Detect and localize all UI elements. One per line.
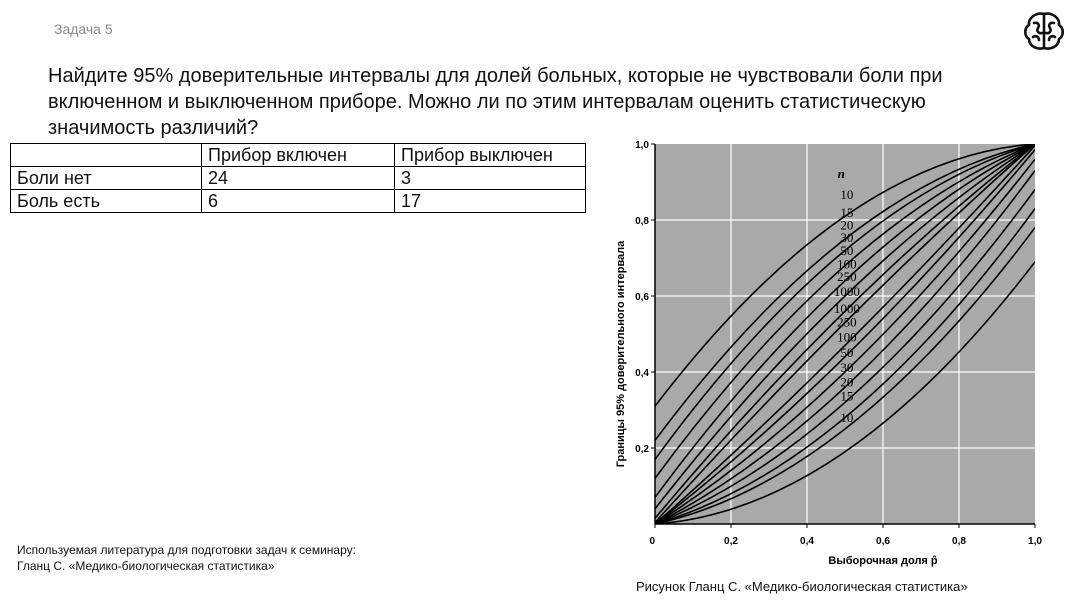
curve-label-upper: 100: [837, 257, 857, 272]
upper-bound-curve-n250: [655, 144, 1035, 519]
literature-line-1: Используемая литература для подготовки з…: [17, 543, 356, 557]
lower-bound-curve-n250: [655, 149, 1035, 524]
x-tick-label: 1,0: [1028, 536, 1042, 547]
curve-label-lower: 30: [840, 360, 853, 375]
upper-bound-curve-n20: [655, 144, 1035, 460]
curve-label-lower: 250: [837, 314, 857, 329]
table-cell: Боли нет: [10, 166, 202, 190]
curve-label-lower: 15: [840, 389, 853, 404]
lower-bound-curve-n1000: [655, 144, 1035, 524]
table-header-cell: [10, 143, 202, 167]
y-tick-label: 0,8: [635, 216, 649, 227]
lower-bound-curve-n50: [655, 170, 1035, 524]
plot-background: [655, 144, 1035, 524]
x-tick-label: 0,8: [952, 536, 966, 547]
curves-group: [655, 144, 1035, 524]
lower-bound-curve-n30: [655, 189, 1035, 524]
lower-bound-curve-n20: [655, 208, 1035, 524]
curve-label-upper: 1000: [834, 284, 860, 299]
table-cell: 6: [201, 189, 395, 213]
question-text: Найдите 95% доверительные интервалы для …: [48, 65, 943, 139]
table-row: Боли нет 24 3: [10, 166, 586, 190]
x-tick-label: 0,2: [724, 536, 738, 547]
confidence-interval-chart: 0 0,2 0,4 0,6 0,8 1,0 0,2 0,4 0,6 0,8 1,0 Выборочна…: [615, 140, 1042, 567]
x-axis-label: Выборочная доля p̂: [828, 555, 938, 567]
curve-label-upper: 50: [840, 243, 853, 258]
x-tick-label: 0,6: [876, 536, 890, 547]
upper-bound-curve-n50: [655, 144, 1035, 498]
task-label: Задача 5: [54, 21, 113, 37]
upper-bound-curve-n15: [655, 144, 1035, 441]
table-header-cell: Прибор включен: [201, 143, 395, 167]
curve-label-upper: 250: [837, 269, 857, 284]
curve-label-lower: 10: [840, 410, 853, 425]
upper-bound-curve-n30: [655, 144, 1035, 479]
legend-title: n: [838, 166, 845, 181]
curve-label-lower: 1000: [834, 301, 860, 316]
data-table: Прибор включен Прибор выключен Боли нет …: [10, 143, 586, 213]
figure-caption: Рисунок Гланц С. «Медико-биологическая с…: [636, 579, 968, 594]
curve-label-lower: 50: [840, 345, 853, 360]
y-tick-label: 0,6: [635, 292, 649, 303]
upper-bound-curve-n10: [655, 144, 1035, 407]
upper-bound-curve-n100: [655, 144, 1035, 510]
curve-label-upper: 10: [840, 187, 853, 202]
curve-label-upper: 30: [840, 230, 853, 245]
table-header-row: Прибор включен Прибор выключен: [10, 143, 586, 167]
table-cell: 24: [201, 166, 395, 190]
y-tick-label: 0,2: [635, 444, 649, 455]
x-tick-label: 0,4: [800, 536, 814, 547]
table-cell: 3: [394, 166, 586, 190]
curve-label-lower: 100: [837, 330, 857, 345]
table-cell: 17: [394, 189, 586, 213]
table-row: Боль есть 6 17: [10, 189, 586, 213]
lower-bound-curve-n15: [655, 227, 1035, 524]
y-tick-label: 1,0: [635, 140, 649, 151]
literature-line-2: Гланц С. «Медико-биологическая статистик…: [17, 559, 275, 573]
y-tick-label: 0,4: [635, 368, 649, 379]
brain-logo-icon: [1023, 12, 1065, 50]
literature-note: Используемая литература для подготовки з…: [17, 542, 356, 574]
table-header-cell: Прибор выключен: [394, 143, 586, 167]
curve-label-upper: 15: [840, 205, 853, 220]
upper-bound-curve-n1000: [655, 144, 1035, 524]
y-axis-label: Границы 95% доверительного интервала: [615, 240, 627, 467]
curve-label-upper: 20: [840, 218, 853, 233]
table-cell: Боль есть: [10, 189, 202, 213]
lower-bound-curve-n100: [655, 158, 1035, 524]
curve-label-lower: 20: [840, 374, 853, 389]
lower-bound-curve-n10: [655, 261, 1035, 524]
x-tick-label: 0: [649, 536, 655, 547]
